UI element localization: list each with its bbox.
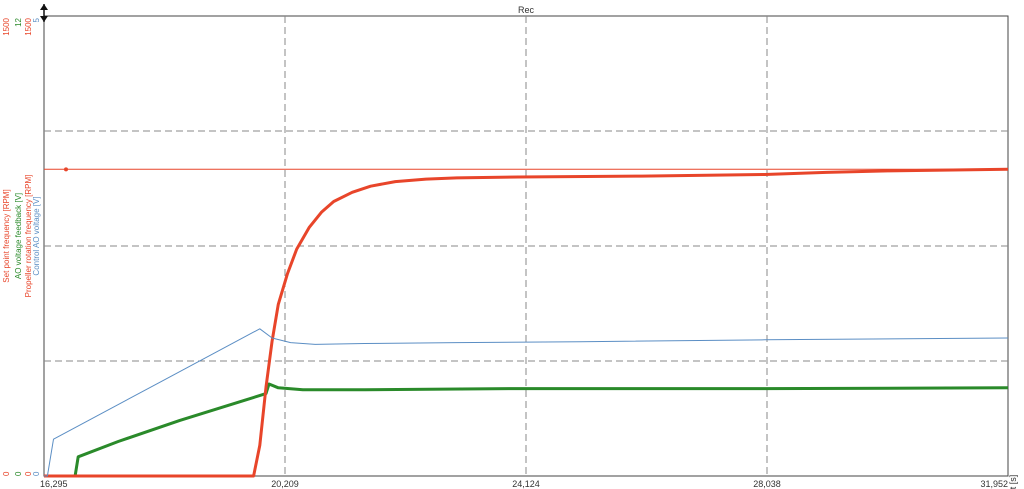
series-line — [44, 328, 1009, 477]
x-tick-label: 16,295 — [40, 479, 68, 489]
y-axes: 1500 0 12 0 1500 0 5 0 — [2, 17, 41, 476]
series-layer — [44, 167, 1009, 478]
y-axis-max-label: 12 — [14, 17, 23, 26]
grid — [44, 16, 1008, 476]
series-line — [44, 167, 1009, 478]
x-tick-label: 31,952 — [980, 479, 1008, 489]
x-tick-label: 20,209 — [271, 479, 299, 489]
legend-entry: Control AO voltage [V] — [32, 196, 41, 275]
y-axis-max-label: 1500 — [2, 17, 11, 35]
y-axis-max-label: 1500 — [24, 17, 33, 35]
x-axis-label: t [s] — [1008, 475, 1018, 489]
legend: Set point frequency [RPM] AO voltage feed… — [2, 175, 41, 298]
legend-entry: AO voltage feedback [V] — [14, 193, 23, 279]
x-tick-label: 24,124 — [512, 479, 540, 489]
x-tick-labels: 16,295 20,209 24,124 28,038 31,952 — [40, 479, 1008, 489]
series-point — [64, 167, 68, 172]
chart-title: Rec — [518, 5, 535, 15]
x-tick-label: 28,038 — [753, 479, 781, 489]
y-axis-min-label: 0 — [24, 471, 33, 476]
y-axis-max-label: 5 — [32, 17, 41, 22]
y-axis-min-label: 0 — [2, 471, 11, 476]
y-axis-min-label: 0 — [14, 471, 23, 476]
y-axis-min-label: 0 — [32, 471, 41, 476]
legend-entry: Propeller rotation frequency [RPM] — [24, 175, 33, 298]
legend-entry: Set point frequency [RPM] — [2, 189, 11, 282]
axis-arrow-icon[interactable] — [40, 4, 48, 22]
series-line — [44, 382, 1009, 478]
